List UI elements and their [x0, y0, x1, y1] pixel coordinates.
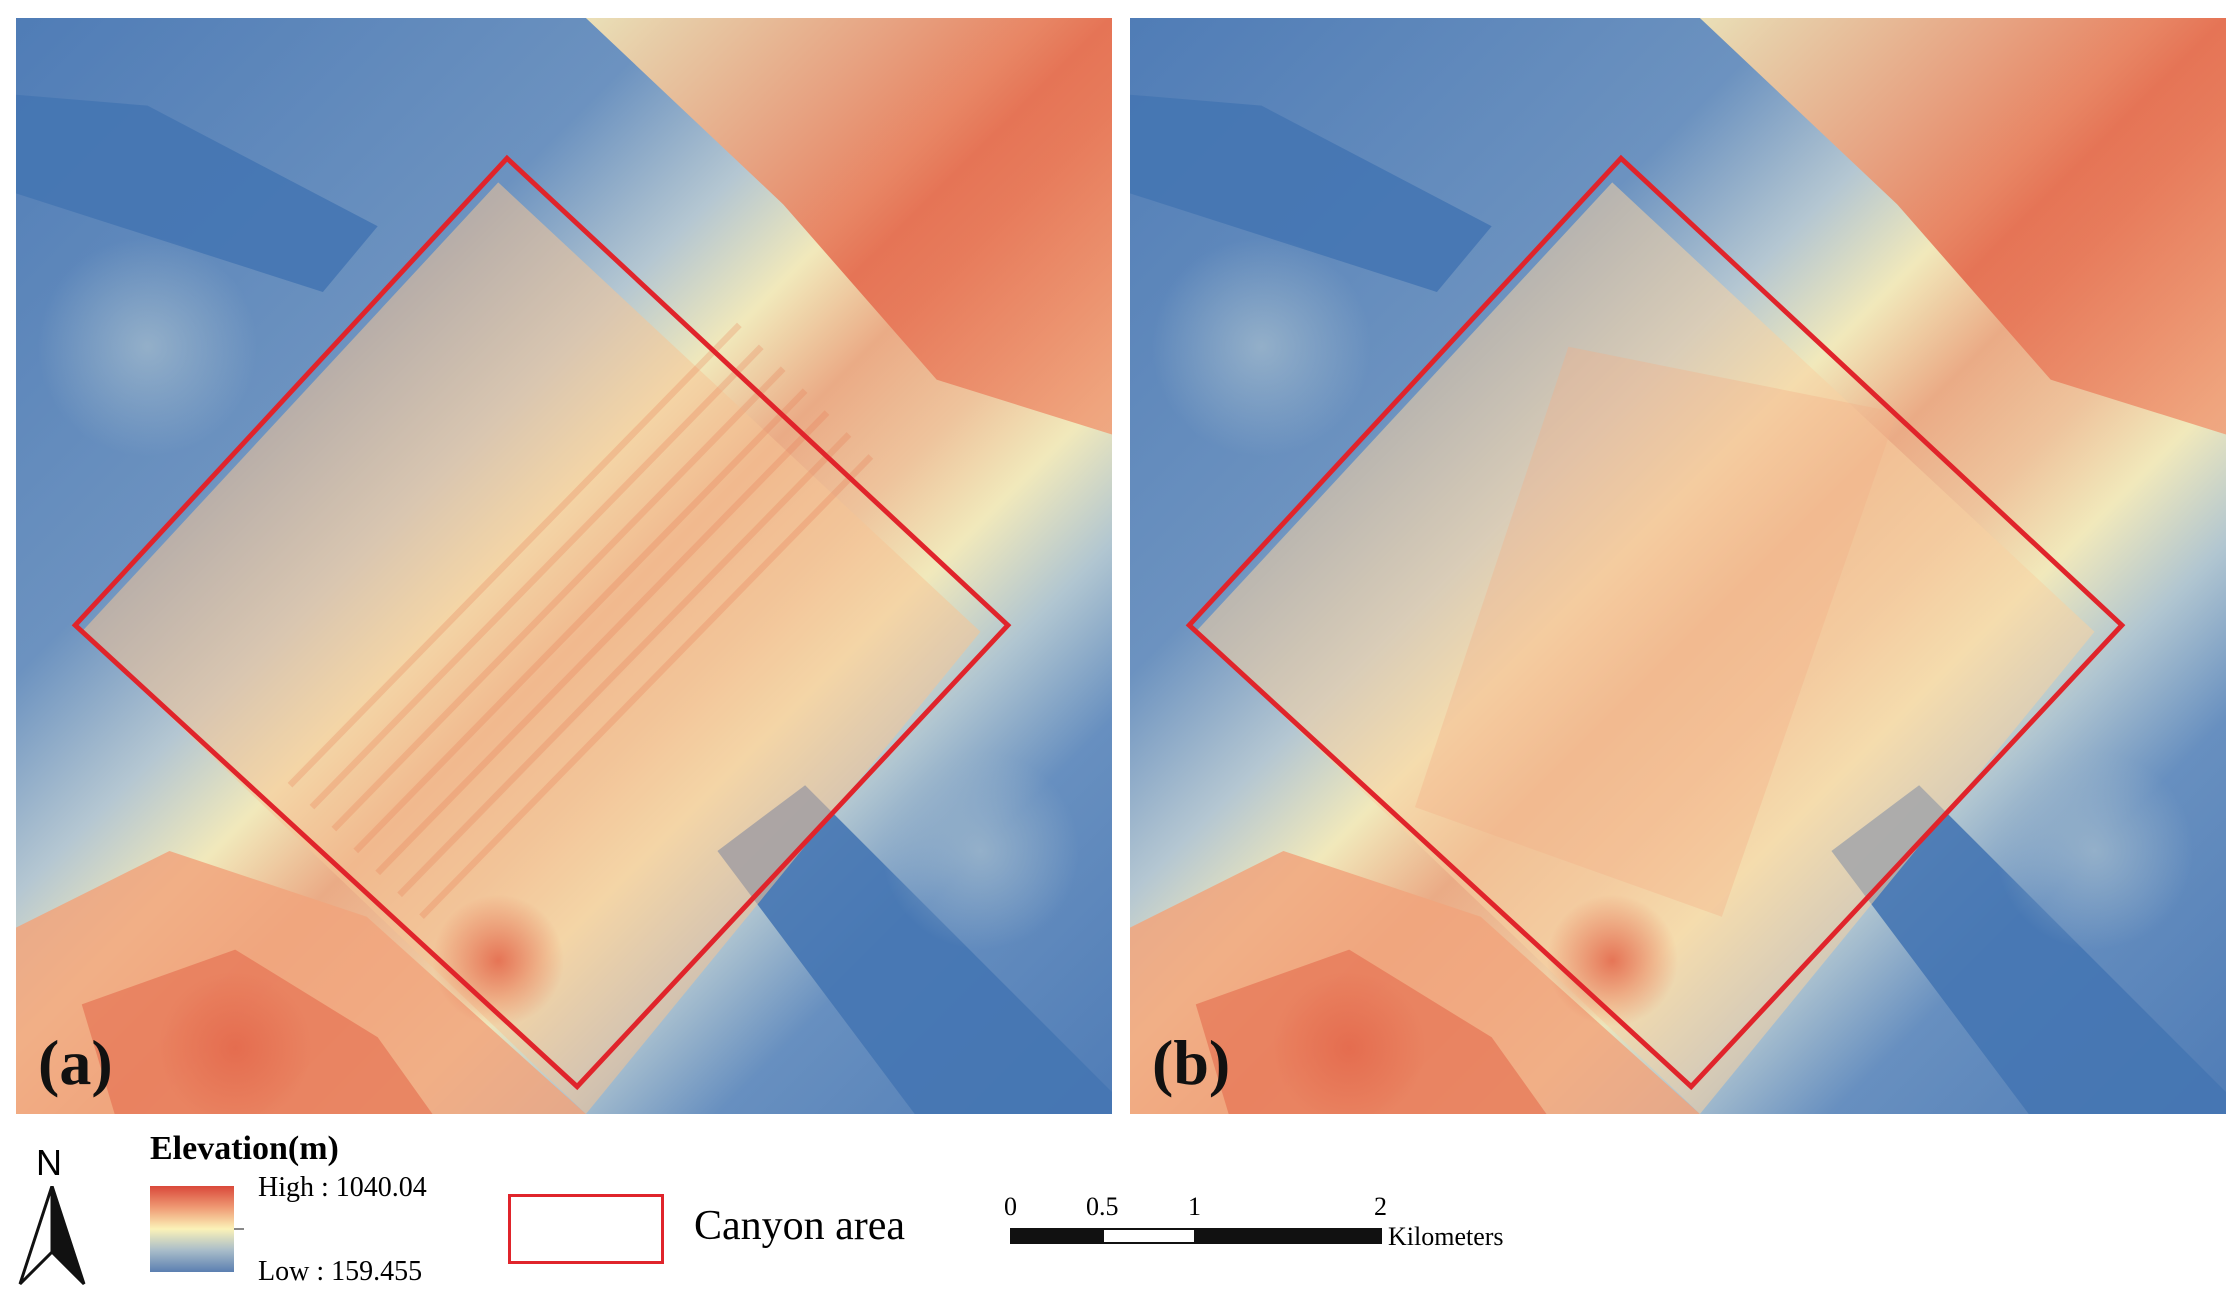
map-panel-a: (a): [16, 18, 1112, 1114]
elevation-low-label: Low : 159.455: [258, 1256, 423, 1287]
scale-segment-3: [1194, 1228, 1382, 1244]
elevation-high-label: High : 1040.04: [258, 1172, 427, 1203]
north-label: N: [36, 1142, 62, 1183]
scale-segment-2: [1102, 1228, 1196, 1244]
map-legend: N Elevation(m) High : 1040.04 Low : 159.…: [0, 1130, 2238, 1299]
ramp-tick: [234, 1228, 244, 1230]
scale-tick-2: 2: [1374, 1192, 1387, 1221]
elevation-map-a: [16, 18, 1112, 1114]
elevation-color-ramp: [150, 1186, 234, 1272]
north-arrow-icon: [18, 1186, 86, 1286]
scale-tick-0-5: 0.5: [1086, 1192, 1119, 1221]
scale-segment-1: [1010, 1228, 1104, 1244]
canyon-area-swatch: [508, 1194, 664, 1264]
scale-bar: 0 0.5 1 2 Kilometers: [1004, 1130, 1530, 1251]
map-panel-b: (b): [1130, 18, 2226, 1114]
north-arrow: N: [14, 1142, 94, 1292]
canyon-area-outline: [71, 154, 1012, 1091]
scale-unit-label: Kilometers: [1388, 1222, 1504, 1251]
elevation-legend-title: Elevation(m): [150, 1130, 339, 1167]
scale-tick-1: 1: [1188, 1192, 1201, 1221]
canyon-area-outline: [1185, 154, 2126, 1091]
panel-label-b: (b): [1152, 1027, 1231, 1098]
elevation-map-b: [1130, 18, 2226, 1114]
canyon-area-label: Canyon area: [694, 1203, 906, 1249]
panel-label-a: (a): [38, 1027, 113, 1098]
scale-tick-0: 0: [1004, 1192, 1017, 1221]
